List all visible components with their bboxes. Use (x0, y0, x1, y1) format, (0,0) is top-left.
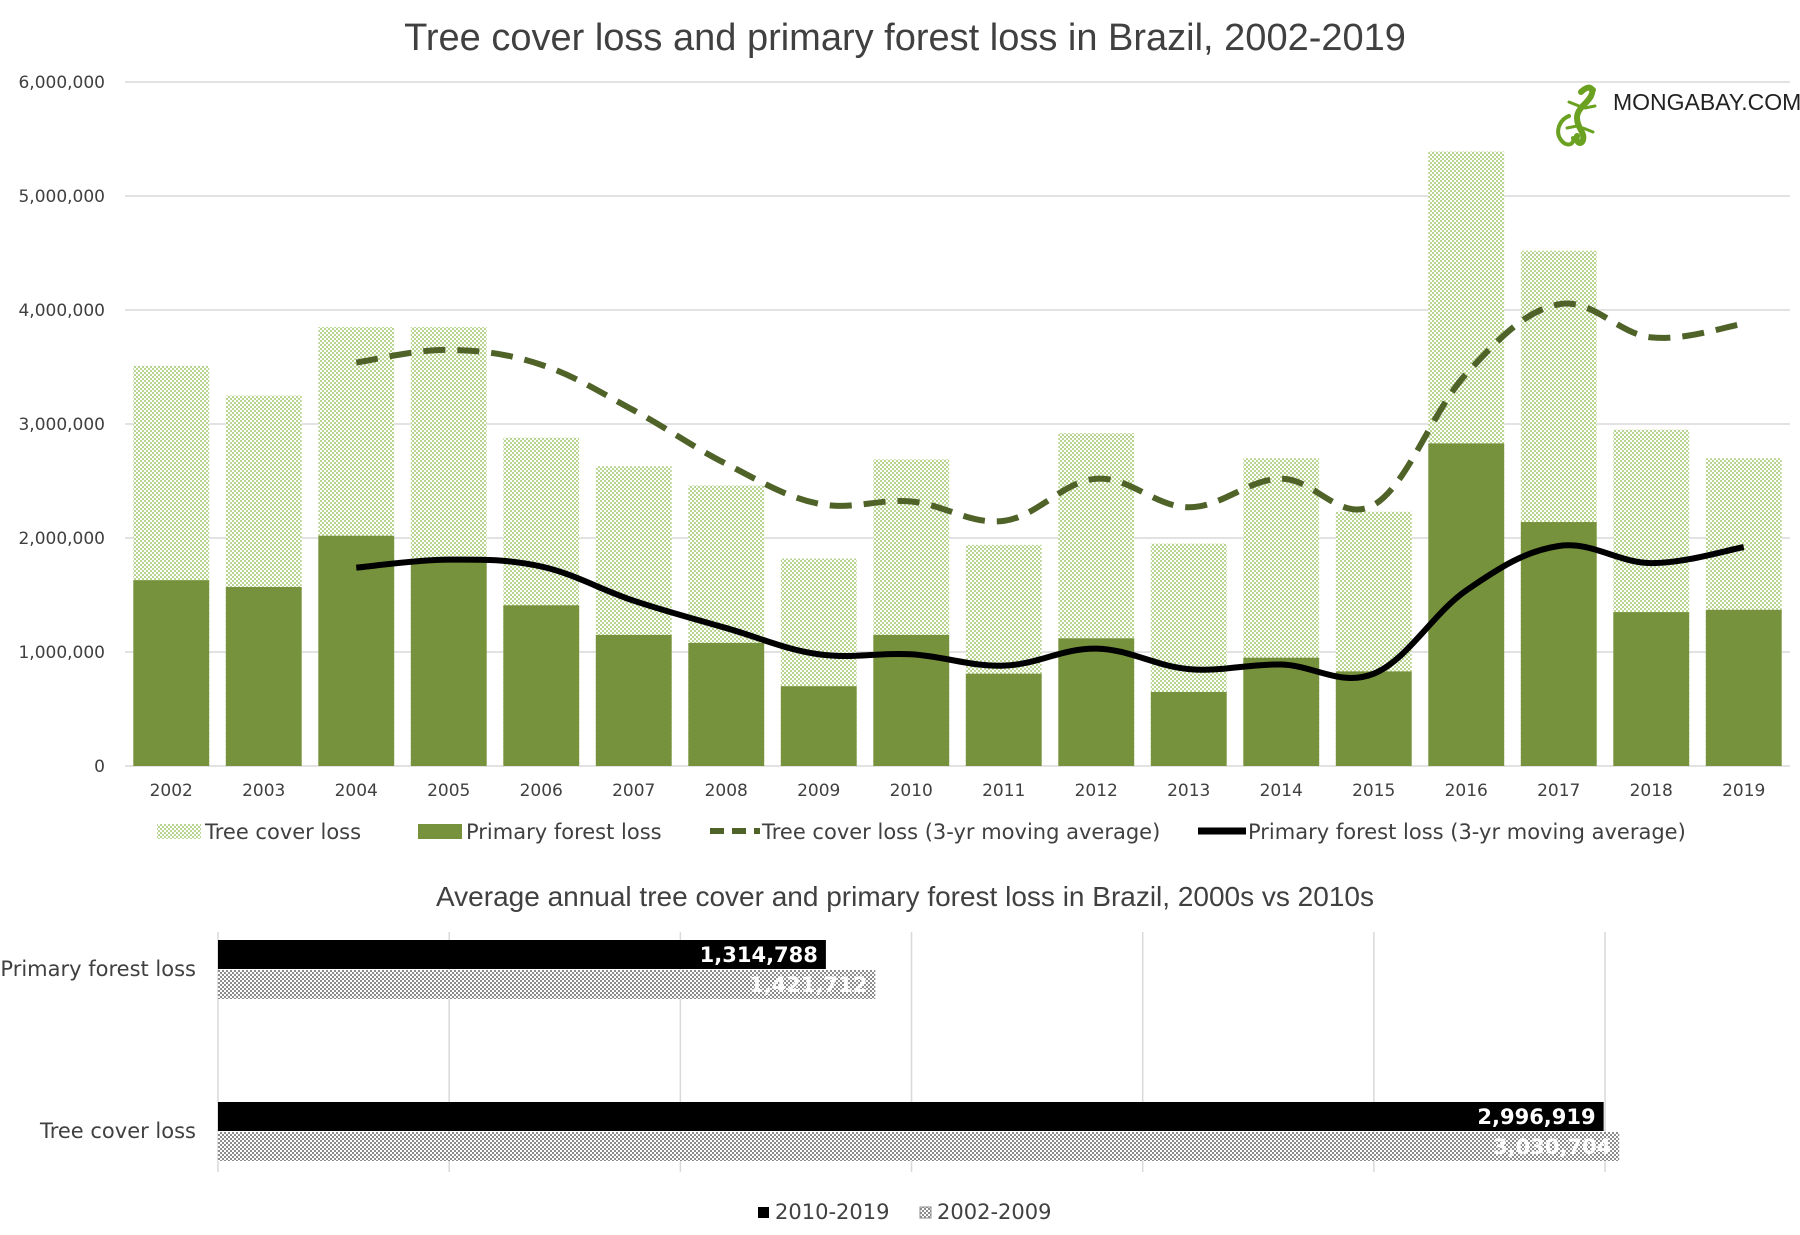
bar-2002-2009 (218, 970, 876, 999)
legend-label-primary-forest-loss: Primary forest loss (466, 820, 662, 844)
main-chart-bars (133, 151, 1782, 767)
data-label: 1,421,712 (749, 973, 867, 997)
primary-forest-loss-bar (1150, 691, 1227, 766)
primary-forest-loss-bar (1335, 671, 1412, 766)
tree-cover-moving-avg-line (355, 300, 1745, 525)
x-tick-label: 2009 (797, 781, 840, 801)
x-tick-label: 2008 (705, 781, 748, 801)
y-tick-label: 5,000,000 (18, 187, 105, 207)
bar-2002-2009 (218, 1132, 1620, 1161)
primary-forest-loss-bar (1705, 609, 1782, 766)
legend-swatch-2002-2009 (919, 1206, 932, 1219)
legend-item-2010-2019: 2010-2019 (758, 1200, 889, 1224)
primary-forest-loss-bar (1520, 522, 1597, 766)
primary-forest-loss-bar (1058, 638, 1135, 766)
y-tick-label: 6,000,000 (18, 73, 105, 93)
x-tick-label: 2005 (427, 781, 470, 801)
legend-label-tree-cover-moving-avg: Tree cover loss (3-yr moving average) (761, 820, 1160, 844)
legend-item-primary-forest-loss: Primary forest loss (418, 820, 662, 844)
primary-forest-loss-bar (1243, 657, 1320, 766)
second-chart-title: Average annual tree cover and primary fo… (436, 881, 1374, 912)
data-label: 1,314,788 (700, 943, 818, 967)
main-chart-x-axis: 2002 2003 2004 2005 2006 2007 2008 2009 2010 2011… (150, 781, 1766, 801)
x-tick-label: 2004 (335, 781, 378, 801)
category-label: Tree cover loss (39, 1119, 196, 1143)
x-tick-label: 2013 (1167, 781, 1210, 801)
bar-2010-2019 (218, 940, 826, 969)
primary-forest-loss-bar (225, 587, 302, 766)
data-label: 3,030,704 (1493, 1135, 1611, 1159)
x-tick-label: 2002 (150, 781, 193, 801)
x-tick-label: 2012 (1075, 781, 1118, 801)
second-chart-category-axis: Primary forest loss Tree cover loss (0, 957, 196, 1143)
category-label: Primary forest loss (0, 957, 196, 981)
x-tick-label: 2011 (982, 781, 1025, 801)
x-tick-label: 2018 (1630, 781, 1673, 801)
legend-item-2002-2009: 2002-2009 (919, 1200, 1051, 1224)
legend-label-2010-2019: 2010-2019 (775, 1200, 889, 1224)
legend-swatch-primary-forest-loss (418, 824, 462, 839)
main-chart-gridlines (125, 81, 1790, 767)
data-label: 2,996,919 (1477, 1105, 1595, 1129)
primary-forest-loss-bar (410, 560, 487, 766)
legend-item-tree-cover-loss: Tree cover loss (157, 820, 361, 844)
second-chart-legend: 2010-2019 2002-2009 (758, 1200, 1051, 1224)
chart-title: Tree cover loss and primary forest loss … (404, 17, 1406, 59)
legend-item-tree-cover-moving-avg: Tree cover loss (3-yr moving average) (710, 820, 1160, 844)
brand-logo: MONGABAY.COM (1556, 84, 1800, 147)
gecko-logo-icon (1556, 84, 1597, 147)
primary-forest-loss-bar (1428, 443, 1505, 766)
y-tick-label: 1,000,000 (18, 643, 105, 663)
primary-forest-loss-bar (780, 686, 857, 766)
legend-label-primary-moving-avg: Primary forest loss (3-yr moving average… (1248, 820, 1686, 844)
x-tick-label: 2003 (242, 781, 285, 801)
main-chart-legend: Tree cover loss Primary forest loss Tree… (157, 820, 1686, 844)
primary-forest-loss-bar (318, 535, 395, 766)
x-tick-label: 2007 (612, 781, 655, 801)
x-tick-label: 2015 (1352, 781, 1395, 801)
primary-forest-loss-bar (133, 580, 210, 766)
primary-forest-loss-bar (503, 605, 580, 766)
y-tick-label: 0 (94, 757, 105, 777)
y-tick-label: 4,000,000 (18, 301, 105, 321)
main-chart-y-axis: 0 1,000,000 2,000,000 3,000,000 4,000,000 5,0… (18, 73, 105, 777)
x-tick-label: 2019 (1722, 781, 1765, 801)
primary-forest-loss-bar (1613, 612, 1690, 766)
main-chart-lines (355, 300, 1745, 681)
x-tick-label: 2014 (1260, 781, 1303, 801)
second-chart-bars: 1,314,788 1,421,712 2,996,919 3,030,704 (218, 940, 1620, 1161)
primary-forest-loss-bar (965, 673, 1042, 766)
x-tick-label: 2017 (1537, 781, 1580, 801)
legend-label-2002-2009: 2002-2009 (937, 1200, 1051, 1224)
x-tick-label: 2006 (520, 781, 563, 801)
x-tick-label: 2016 (1445, 781, 1488, 801)
bar-2010-2019 (218, 1102, 1604, 1131)
y-tick-label: 3,000,000 (18, 415, 105, 435)
legend-item-primary-moving-avg: Primary forest loss (3-yr moving average… (1198, 820, 1686, 844)
primary-forest-loss-bar (595, 634, 672, 766)
legend-swatch-2010-2019 (758, 1207, 769, 1218)
x-tick-label: 2010 (890, 781, 933, 801)
primary-moving-avg-line (355, 542, 1745, 681)
brand-text: MONGABAY.COM (1613, 89, 1800, 115)
legend-label-tree-cover-loss: Tree cover loss (204, 820, 361, 844)
y-tick-label: 2,000,000 (18, 529, 105, 549)
legend-swatch-tree-cover-loss (157, 824, 201, 839)
primary-forest-loss-bar (688, 642, 765, 766)
